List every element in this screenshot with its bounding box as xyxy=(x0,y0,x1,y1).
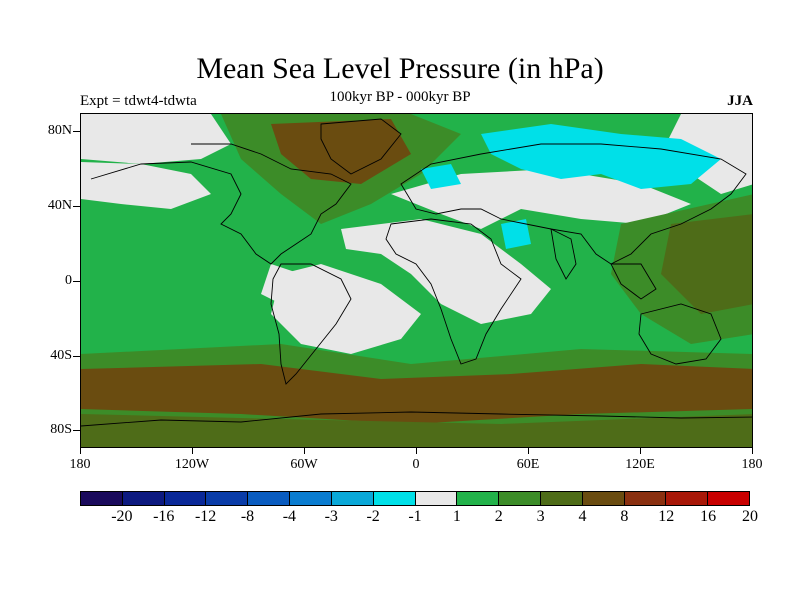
band-greenland xyxy=(271,119,411,184)
lon-label-120w: 120W xyxy=(174,457,210,472)
lon-label-60e: 60E xyxy=(516,457,540,472)
neutral-region-eurasia xyxy=(391,169,691,229)
lon-tick xyxy=(640,448,641,454)
colorbar-label: -20 xyxy=(111,508,133,525)
lon-label-0: 0 xyxy=(412,457,420,472)
season-label: JJA xyxy=(727,93,753,109)
colorbar-swatch xyxy=(415,492,458,505)
lon-tick xyxy=(416,448,417,454)
colorbar-swatch xyxy=(122,492,165,505)
coast-africa xyxy=(385,218,522,365)
lon-tick xyxy=(528,448,529,454)
coast-antarctica xyxy=(81,411,752,427)
lat-tick xyxy=(73,356,80,357)
colorbar-label: -4 xyxy=(282,508,297,525)
lat-tick xyxy=(73,430,80,431)
lat-label-40n: 40N xyxy=(47,198,72,213)
colorbar-label: 4 xyxy=(578,508,587,525)
colorbar-swatch xyxy=(540,492,583,505)
coast-north-america xyxy=(90,143,352,265)
colorbar-label: 16 xyxy=(700,508,717,525)
colorbar-swatch xyxy=(206,492,249,505)
colorbar-label: 20 xyxy=(742,508,758,525)
lon-tick xyxy=(80,448,81,454)
lon-tick xyxy=(192,448,193,454)
colorbar-label: -2 xyxy=(366,508,380,525)
colorbar-swatch xyxy=(666,492,709,505)
lat-label-80n: 80N xyxy=(47,123,72,138)
neutral-region-africa xyxy=(341,219,551,324)
neutral-region-arctic xyxy=(81,114,231,164)
colorbar-label: -12 xyxy=(194,508,217,525)
colorbar-swatch xyxy=(373,492,416,505)
lon-tick xyxy=(752,448,753,454)
map-canvas xyxy=(81,114,752,447)
colorbar-label: 12 xyxy=(658,508,675,525)
colorbar xyxy=(80,491,750,506)
colorbar-swatch xyxy=(290,492,332,505)
colorbar-label: -8 xyxy=(240,508,255,525)
band-antarctic-high xyxy=(81,414,752,447)
colorbar-swatch xyxy=(81,492,123,505)
negative-region-siberia xyxy=(481,124,721,189)
lat-tick xyxy=(73,281,80,282)
lon-label-120e: 120E xyxy=(625,457,655,472)
colorbar-swatch xyxy=(708,492,749,505)
colorbar-label: 8 xyxy=(620,508,629,525)
pressure-map xyxy=(80,113,753,448)
lat-tick xyxy=(73,206,80,207)
coast-greenland xyxy=(320,118,402,175)
colorbar-swatch xyxy=(582,492,625,505)
colorbar-label: -3 xyxy=(324,508,338,525)
coastlines xyxy=(81,118,752,427)
neutral-region-north-america xyxy=(81,162,211,209)
colorbar-label: -1 xyxy=(408,508,422,525)
colorbar-swatch xyxy=(248,492,291,505)
coast-australia xyxy=(638,303,722,365)
coast-south-america xyxy=(270,263,352,385)
lon-tick xyxy=(304,448,305,454)
neutral-region-south-atlantic xyxy=(271,264,421,354)
lon-label-60w: 60W xyxy=(290,457,318,472)
coast-southeast-asia xyxy=(610,263,657,300)
colorbar-swatch xyxy=(457,492,500,505)
lat-label-0: 0 xyxy=(65,273,72,288)
colorbar-label: 1 xyxy=(452,508,461,525)
experiment-label: Expt = tdwt4-tdwta xyxy=(80,93,197,109)
band-southern-high xyxy=(81,364,752,424)
negative-region-middle-east xyxy=(501,219,531,249)
coast-eurasia xyxy=(400,143,747,265)
lon-label-180e: 180 xyxy=(741,457,763,472)
colorbar-label: -16 xyxy=(153,508,175,525)
negative-region-europe xyxy=(421,164,461,189)
period-label: 100kyr BP - 000kyr BP xyxy=(329,89,471,105)
lon-label-180w: 180 xyxy=(69,457,91,472)
coast-india xyxy=(550,228,577,280)
colorbar-swatch xyxy=(331,492,374,505)
colorbar-swatch xyxy=(164,492,207,505)
band-west-pacific-high xyxy=(661,214,752,314)
lat-label-80s: 80S xyxy=(50,422,72,437)
colorbar-label: 2 xyxy=(494,508,503,525)
colorbar-swatch xyxy=(624,492,667,505)
neutral-region-east-pacific xyxy=(261,264,301,304)
colorbar-swatch xyxy=(499,492,541,505)
lat-label-40s: 40S xyxy=(50,348,72,363)
colorbar-label: 3 xyxy=(536,508,545,525)
lat-tick xyxy=(73,131,80,132)
map-title: Mean Sea Level Pressure (in hPa) xyxy=(196,52,604,85)
